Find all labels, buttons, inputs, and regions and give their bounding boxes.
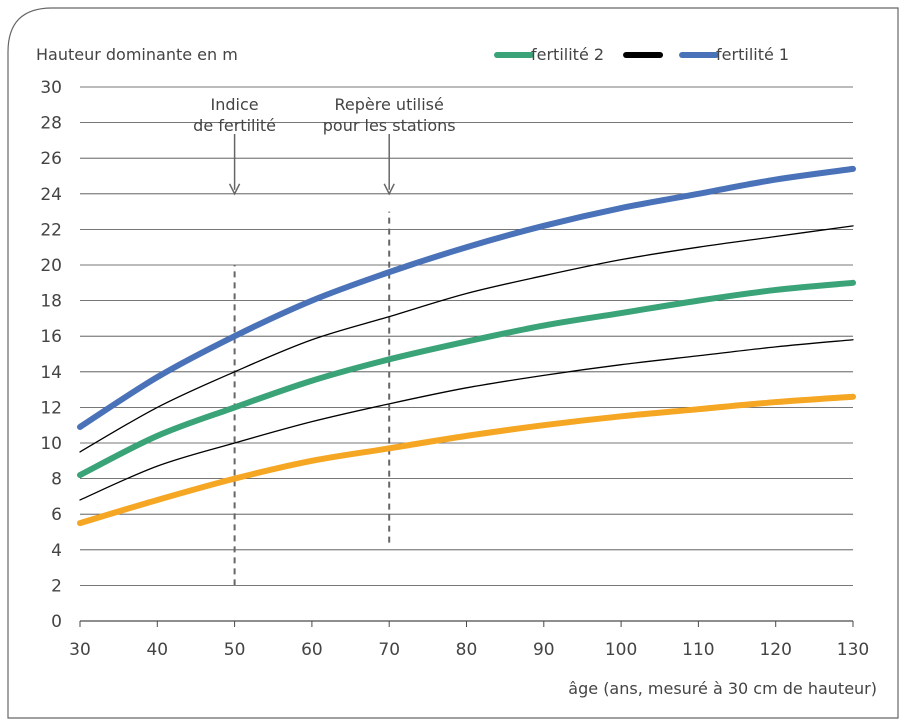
y-tick-label: 22 xyxy=(40,220,62,240)
y-tick-label: 30 xyxy=(40,78,62,98)
arrow-down-icon xyxy=(228,183,241,196)
y-tick-label: 2 xyxy=(51,576,62,596)
annotation-label: Indice xyxy=(211,95,259,114)
y-tick-label: 18 xyxy=(40,292,62,312)
y-tick-label: 0 xyxy=(51,612,62,632)
series-line-fertilite-2 xyxy=(77,279,856,479)
y-tick-label: 16 xyxy=(40,327,62,347)
x-tick-label: 90 xyxy=(533,640,555,660)
y-tick-label: 6 xyxy=(51,505,62,525)
x-tick-label: 40 xyxy=(146,640,168,660)
series-line-fertilite-3 xyxy=(77,393,856,527)
annotation-label: pour les stations xyxy=(323,116,456,135)
legend-label: fertilité 1 xyxy=(716,45,789,64)
y-tick-label: 28 xyxy=(40,114,62,134)
annotation-label: Repère utilisé xyxy=(335,95,444,114)
x-tick-label: 80 xyxy=(456,640,478,660)
grid-lines xyxy=(79,86,854,627)
x-axis-title: âge (ans, mesuré à 30 cm de hauteur) xyxy=(568,679,877,698)
x-tick-labels: 30 40 50 60 70 80 90 100 110 120 130 xyxy=(69,640,869,660)
y-tick-label: 12 xyxy=(40,398,62,418)
x-tick-label: 100 xyxy=(605,640,637,660)
chart-frame xyxy=(7,7,899,719)
x-tick-label: 30 xyxy=(69,640,91,660)
x-tick-label: 60 xyxy=(301,640,323,660)
legend: fertilité 2 fertilité 1 xyxy=(494,45,789,64)
y-tick-label: 24 xyxy=(40,185,62,205)
series-line-fertilite-1 xyxy=(77,165,856,430)
arrow-down-icon xyxy=(383,183,395,196)
reference-line-3 xyxy=(79,339,854,501)
y-tick-label: 8 xyxy=(51,470,62,490)
annotations: Indice de fertilité Repère utilisé pour les… xyxy=(193,95,456,586)
legend-label: fertilité 2 xyxy=(531,45,604,64)
series-lines xyxy=(77,165,856,527)
x-tick-label: 110 xyxy=(682,640,714,660)
annotation-label: de fertilité xyxy=(193,116,276,135)
y-tick-label: 14 xyxy=(40,363,62,383)
x-tick-label: 130 xyxy=(837,640,869,660)
y-tick-label: 4 xyxy=(51,541,62,561)
y-axis-title: Hauteur dominante en m xyxy=(36,45,238,64)
x-tick-label: 70 xyxy=(378,640,400,660)
y-tick-label: 20 xyxy=(40,256,62,276)
reference-line-1 xyxy=(79,225,854,453)
y-tick-label: 26 xyxy=(40,149,62,169)
x-tick-label: 50 xyxy=(224,640,246,660)
x-tick-label: 120 xyxy=(759,640,791,660)
y-tick-label: 10 xyxy=(40,434,62,454)
